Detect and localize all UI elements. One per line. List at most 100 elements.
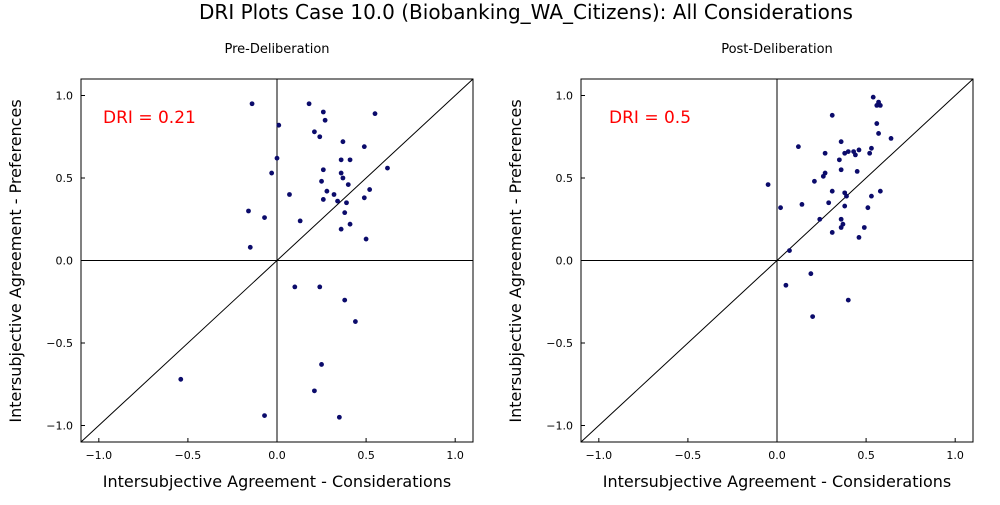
pre-deliberation-points	[178, 101, 390, 420]
post-deliberation-reference-lines	[580, 78, 974, 443]
post-deliberation-data-point	[808, 271, 814, 277]
post-deliberation-x-tick-label: 0.0	[768, 449, 786, 462]
post-deliberation-data-point	[820, 173, 826, 179]
post-deliberation-data-point	[810, 314, 816, 319]
pre-deliberation-y-axis-label: Intersubjective Agreement - Preferences	[6, 99, 25, 422]
post-deliberation-diagonal-line	[580, 78, 974, 443]
post-deliberation-points	[765, 94, 894, 319]
pre-deliberation-data-point	[335, 198, 340, 204]
post-deliberation-dri-annotation: DRI = 0.5	[609, 108, 691, 128]
post-deliberation-data-point	[888, 136, 894, 141]
pre-deliberation-data-point	[340, 139, 346, 145]
post-deliberation-data-point	[844, 193, 849, 199]
pre-deliberation-data-point	[312, 388, 317, 394]
pre-deliberation-y-tick-label: 0.0	[56, 255, 74, 268]
pre-deliberation-data-point	[312, 129, 317, 135]
post-deliberation-data-point	[842, 150, 848, 156]
post-deliberation-x-axis-label: Intersubjective Agreement - Consideratio…	[603, 472, 951, 491]
post-deliberation-data-point	[867, 150, 873, 156]
pre-deliberation-data-point	[317, 134, 323, 140]
pre-deliberation-data-point	[276, 122, 282, 128]
pre-deliberation-data-point	[336, 414, 342, 420]
post-deliberation-x-tick-label: −1.0	[585, 449, 612, 462]
post-deliberation-data-point	[877, 103, 883, 108]
pre-deliberation-data-point	[367, 187, 373, 192]
post-deliberation-panel: Post-Deliberation −1.0 −0.5 0.0 0.5 1.0 −1.0…	[506, 42, 974, 491]
post-deliberation-x-tick-label: −0.5	[675, 449, 702, 462]
post-deliberation-data-point	[829, 188, 835, 194]
post-deliberation-data-point	[845, 297, 851, 303]
post-deliberation-data-point	[829, 230, 835, 235]
pre-deliberation-reference-lines	[80, 78, 474, 443]
post-deliberation-data-point	[856, 235, 862, 240]
post-deliberation-y-tick-label: 1.0	[556, 90, 574, 103]
pre-deliberation-data-point	[347, 157, 353, 163]
post-deliberation-data-point	[838, 167, 844, 173]
pre-deliberation-data-point	[322, 117, 328, 123]
pre-deliberation-x-tick-label: −0.5	[175, 449, 202, 462]
pre-deliberation-data-point	[324, 188, 330, 194]
post-deliberation-data-point	[845, 149, 851, 155]
post-deliberation-y-tick-label: −0.5	[546, 337, 573, 350]
pre-deliberation-data-point	[319, 362, 324, 367]
pre-deliberation-data-point	[287, 192, 292, 197]
figure-title: DRI Plots Case 10.0 (Biobanking_WA_Citiz…	[199, 0, 853, 24]
pre-deliberation-data-point	[320, 167, 326, 173]
post-deliberation-data-point	[854, 169, 860, 174]
pre-deliberation-data-point	[249, 101, 255, 107]
post-deliberation-data-point	[869, 193, 874, 199]
post-deliberation-data-point	[765, 182, 771, 188]
pre-deliberation-data-point	[361, 144, 367, 150]
pre-deliberation-data-point	[297, 218, 303, 224]
post-deliberation-x-ticks: −1.0 −0.5 0.0 0.5 1.0	[585, 438, 964, 462]
pre-deliberation-x-tick-label: 0.5	[357, 449, 375, 462]
pre-deliberation-x-tick-label: −1.0	[85, 449, 112, 462]
post-deliberation-data-point	[861, 225, 867, 230]
post-deliberation-data-point	[822, 150, 828, 156]
pre-deliberation-data-point	[353, 319, 358, 324]
pre-deliberation-y-tick-label: −0.5	[46, 337, 73, 350]
pre-deliberation-x-axis-label: Intersubjective Agreement - Consideratio…	[103, 472, 451, 491]
pre-deliberation-data-point	[338, 226, 344, 232]
pre-deliberation-data-point	[317, 284, 323, 290]
pre-deliberation-data-point	[338, 170, 344, 176]
pre-deliberation-data-point	[178, 376, 184, 382]
post-deliberation-data-point	[853, 152, 858, 158]
post-deliberation-data-point	[795, 144, 801, 150]
pre-deliberation-data-point	[331, 192, 337, 197]
pre-deliberation-x-tick-label: 0.0	[268, 449, 286, 462]
pre-deliberation-data-point	[361, 195, 367, 201]
pre-deliberation-y-tick-label: −1.0	[46, 420, 73, 433]
pre-deliberation-title: Pre-Deliberation	[224, 42, 329, 57]
post-deliberation-data-point	[812, 178, 817, 184]
post-deliberation-data-point	[856, 147, 862, 153]
post-deliberation-data-point	[829, 112, 835, 118]
post-deliberation-data-point	[874, 103, 880, 108]
pre-deliberation-dri-annotation: DRI = 0.21	[103, 108, 196, 128]
pre-deliberation-panel: Pre-Deliberation −1.0 −0.5 0.0 0.5 1.0 −1.0−…	[6, 42, 474, 491]
post-deliberation-data-point	[787, 248, 792, 254]
pre-deliberation-data-point	[320, 197, 326, 202]
post-deliberation-data-point	[838, 139, 844, 145]
post-deliberation-title: Post-Deliberation	[721, 42, 833, 57]
pre-deliberation-x-ticks: −1.0 −0.5 0.0 0.5 1.0	[85, 438, 464, 462]
pre-deliberation-data-point	[306, 101, 312, 107]
pre-deliberation-y-ticks: −1.0 −0.5 0.0 0.5 1.0	[46, 90, 85, 433]
pre-deliberation-data-point	[345, 182, 351, 188]
pre-deliberation-data-point	[342, 297, 348, 303]
post-deliberation-data-point	[838, 216, 844, 222]
post-deliberation-data-point	[876, 131, 881, 136]
post-deliberation-data-point	[799, 202, 805, 207]
post-deliberation-y-tick-label: −1.0	[546, 420, 573, 433]
post-deliberation-y-tick-label: 0.5	[556, 172, 574, 185]
pre-deliberation-data-point	[347, 221, 353, 227]
pre-deliberation-data-point	[344, 200, 349, 206]
post-deliberation-x-tick-label: 0.5	[857, 449, 875, 462]
post-deliberation-data-point	[838, 225, 844, 230]
pre-deliberation-x-tick-label: 1.0	[446, 449, 464, 462]
pre-deliberation-data-point	[385, 165, 390, 171]
pre-deliberation-data-point	[246, 208, 251, 214]
pre-deliberation-data-point	[340, 175, 346, 181]
post-deliberation-x-tick-label: 1.0	[946, 449, 964, 462]
post-deliberation-data-point	[842, 203, 848, 209]
